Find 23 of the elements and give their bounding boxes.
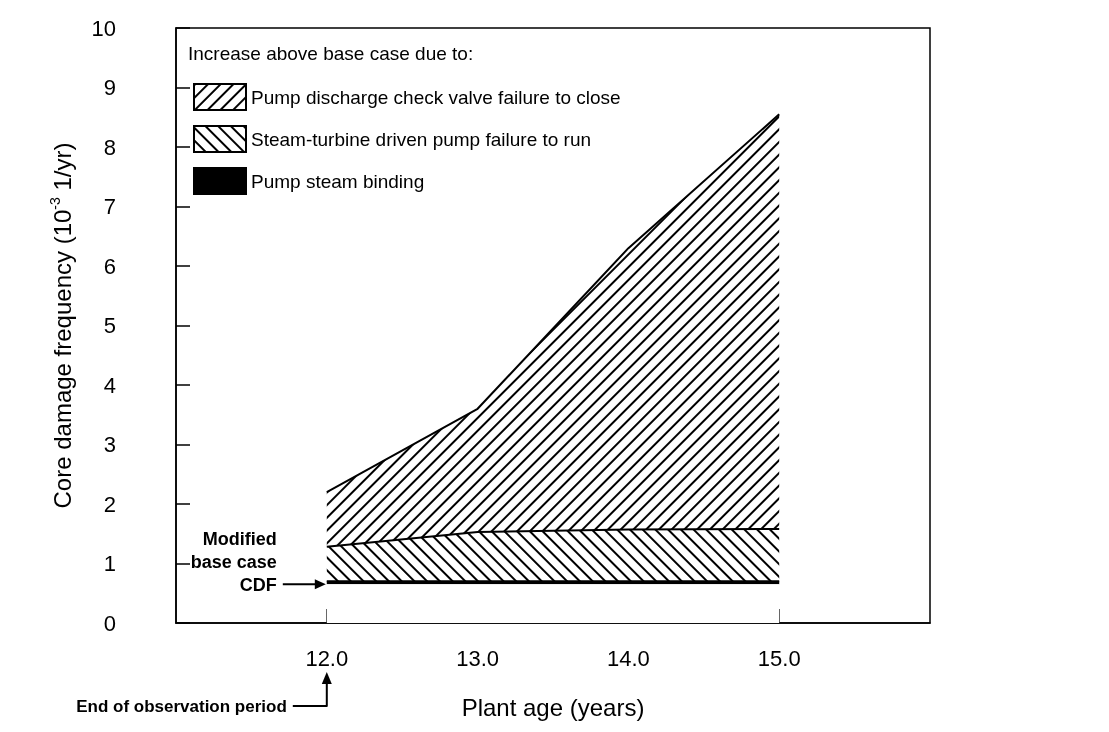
- y-tick-label: 6: [103, 253, 116, 279]
- legend-label: Steam-turbine driven pump failure to run: [251, 128, 592, 150]
- y-tick-label: 8: [103, 134, 116, 160]
- y-tick-label: 1: [103, 551, 116, 576]
- y-tick-label: 4: [103, 372, 116, 398]
- y-axis-title: Core damage frequency (10-3 1/yr): [47, 142, 76, 509]
- y-tick-label: 2: [103, 491, 116, 517]
- y-tick-label: 5: [103, 313, 116, 338]
- y-tick-label: 10: [91, 15, 116, 41]
- annotation: Modified base case CDF: [190, 528, 277, 595]
- x-tick-label: 14.0: [606, 645, 650, 671]
- x-tick-label: 12.0: [305, 645, 349, 671]
- y-tick-label: 9: [103, 75, 116, 100]
- y-tick-label: 7: [103, 194, 116, 219]
- legend-label: Pump steam binding: [251, 170, 425, 192]
- y-tick-label: 3: [103, 432, 116, 457]
- legend-title: Increase above base case due to:: [188, 43, 474, 64]
- x-tick-label: 13.0: [456, 645, 500, 671]
- x-axis-title: Plant age (years): [461, 693, 645, 721]
- legend-label: Pump discharge check valve failure to close: [251, 86, 621, 108]
- text: End of observation period: [76, 696, 287, 716]
- x-tick-label: 15.0: [757, 645, 801, 671]
- y-tick-label: 0: [103, 610, 116, 636]
